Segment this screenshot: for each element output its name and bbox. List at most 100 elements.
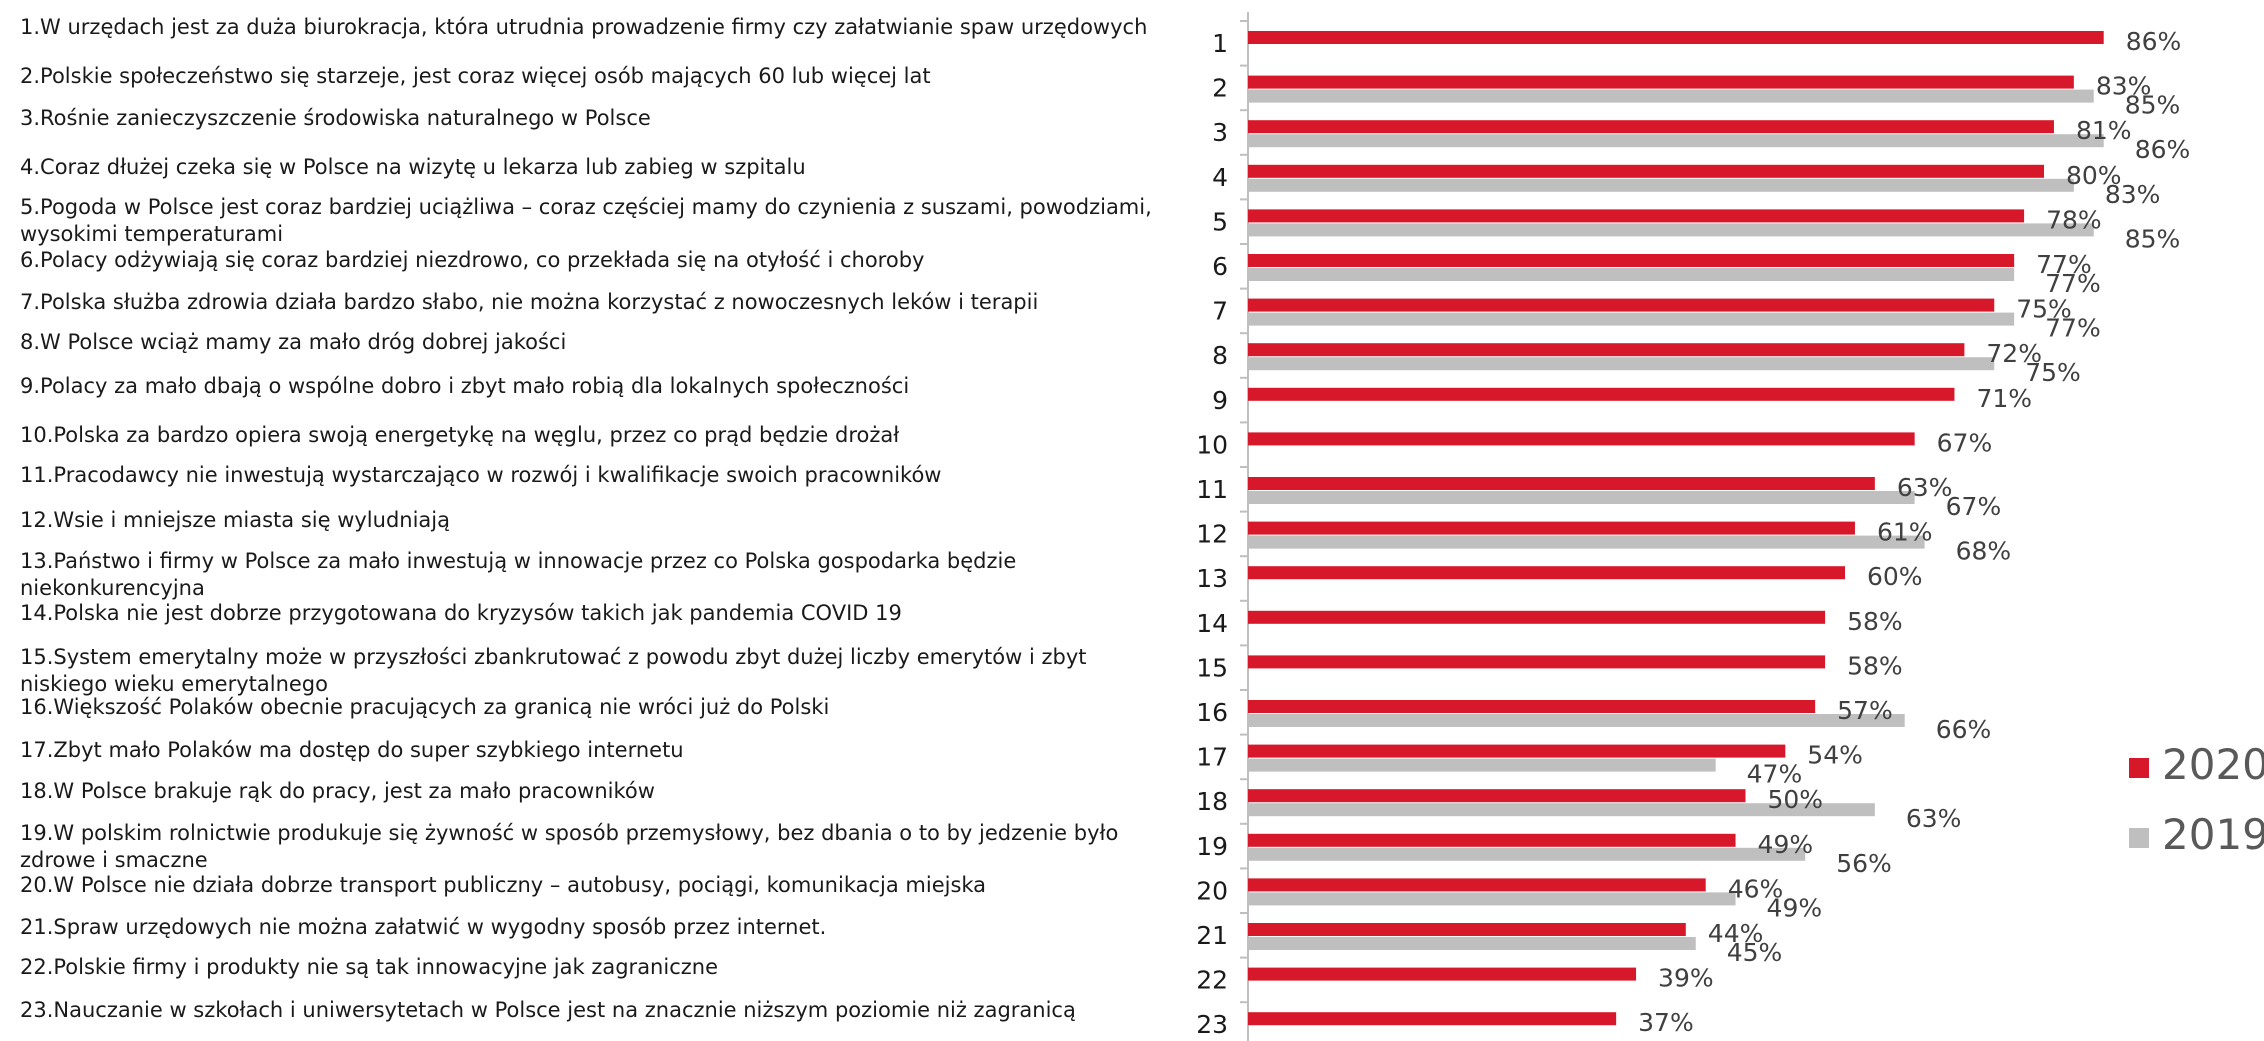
bar-2020-11 — [1248, 477, 1875, 490]
category-label: 21 — [1196, 921, 1228, 950]
statement-12: 12.Wsie i mniejsze miasta się wyludniają — [20, 508, 450, 532]
category-label: 2 — [1212, 74, 1228, 103]
data-label-2019-4: 83% — [2105, 180, 2161, 209]
bar-2019-12 — [1248, 535, 1925, 549]
statement-16: 16.Większość Polaków obecnie pracujących… — [20, 695, 830, 719]
data-labels: 86%83%85%81%86%80%83%78%85%77%77%75%77%7… — [1638, 27, 2190, 1037]
category-label: 4 — [1212, 163, 1228, 192]
data-label-2020-22: 39% — [1658, 964, 1714, 993]
bar-2019-17 — [1248, 758, 1716, 772]
statement-19: 19.W polskim rolnictwie produkuje się ży… — [20, 821, 1119, 872]
bar-2020-16 — [1248, 700, 1816, 713]
category-label: 19 — [1196, 832, 1228, 861]
bar-2020-18 — [1248, 789, 1746, 803]
bar-2020-23 — [1248, 1012, 1617, 1026]
data-label-2020-10: 67% — [1937, 428, 1993, 457]
category-label: 22 — [1196, 966, 1228, 995]
category-label: 23 — [1196, 1010, 1228, 1039]
data-label-2020-8: 72% — [1986, 339, 2042, 368]
legend-label-2019: 2019 — [2162, 810, 2264, 859]
bar-2020-21 — [1248, 923, 1686, 936]
legend: 2020 2019 — [2129, 740, 2264, 859]
data-label-2020-3: 81% — [2076, 116, 2132, 145]
category-label: 15 — [1196, 653, 1228, 682]
bar-2020-7 — [1248, 298, 1995, 312]
bar-2020-3 — [1248, 120, 2054, 134]
statement-17: 17.Zbyt mało Polaków ma dostęp do super … — [20, 738, 684, 762]
data-label-2019-8: 75% — [2025, 358, 2081, 387]
data-label-2020-7: 75% — [2016, 295, 2072, 324]
bar-2020-19 — [1248, 833, 1736, 847]
bar-2020-9 — [1248, 387, 1955, 401]
data-label-2020-12: 61% — [1877, 518, 1933, 547]
data-label-2020-18: 50% — [1768, 785, 1824, 814]
statement-6: 6.Polacy odżywiają się coraz bardziej ni… — [20, 248, 925, 272]
data-label-2019-7: 77% — [2045, 314, 2101, 343]
category-label: 18 — [1196, 787, 1228, 816]
bar-2019-16 — [1248, 714, 1905, 727]
data-label-2019-3: 86% — [2135, 135, 2191, 164]
bar-2020-12 — [1248, 521, 1855, 535]
statement-18: 18.W Polsce brakuje rąk do pracy, jest z… — [20, 779, 655, 803]
data-label-2020-15: 58% — [1847, 651, 1903, 680]
bar-2019-7 — [1248, 312, 2015, 326]
legend-swatch-2020 — [2129, 758, 2149, 778]
data-label-2019-21: 45% — [1727, 938, 1783, 967]
category-label: 5 — [1212, 207, 1228, 236]
bar-2020-14 — [1248, 610, 1826, 624]
data-label-2020-11: 63% — [1897, 473, 1953, 502]
category-label: 20 — [1196, 876, 1228, 905]
statement-23: 23.Nauczanie w szkołach i uniwersytetach… — [20, 998, 1076, 1022]
category-label: 9 — [1212, 386, 1228, 415]
bar-2020-8 — [1248, 343, 1965, 357]
bar-2019-3 — [1248, 134, 2104, 148]
category-label: 12 — [1196, 520, 1228, 549]
bar-2020-22 — [1248, 967, 1637, 981]
data-label-2020-5: 78% — [2046, 205, 2102, 234]
category-label: 17 — [1196, 743, 1228, 772]
category-label: 3 — [1212, 118, 1228, 147]
statement-7: 7.Polska służba zdrowia działa bardzo sł… — [20, 290, 1039, 314]
legend-swatch-2019 — [2129, 828, 2149, 848]
statement-20: 20.W Polsce nie działa dobrze transport … — [20, 873, 987, 897]
statement-9: 9.Polacy za mało dbają o wspólne dobro i… — [20, 374, 910, 398]
statement-3: 3.Rośnie zanieczyszczenie środowiska nat… — [20, 106, 651, 130]
statement-1: 1.W urzędach jest za duża biurokracja, k… — [20, 15, 1148, 39]
data-label-2019-5: 85% — [2125, 224, 2181, 253]
data-label-2019-17: 47% — [1747, 760, 1803, 789]
data-label-2020-2: 83% — [2096, 72, 2152, 101]
bar-2020-13 — [1248, 566, 1845, 580]
data-label-2020-6: 77% — [2036, 250, 2092, 279]
data-label-2020-1: 86% — [2126, 27, 2182, 56]
data-label-2020-21: 44% — [1708, 919, 1764, 948]
bar-2020-1 — [1248, 31, 2104, 44]
category-label: 8 — [1212, 341, 1228, 370]
bar-2019-11 — [1248, 491, 1915, 504]
bar-2020-10 — [1248, 432, 1915, 446]
category-label: 14 — [1196, 609, 1228, 638]
statement-22: 22.Polskie firmy i produkty nie są tak i… — [20, 955, 719, 979]
statement-21: 21.Spraw urzędowych nie można załatwić w… — [20, 915, 827, 939]
bar-2019-19 — [1248, 847, 1806, 861]
data-label-2020-16: 57% — [1837, 696, 1893, 725]
bar-2020-17 — [1248, 744, 1786, 758]
category-label: 13 — [1196, 564, 1228, 593]
data-label-2019-16: 66% — [1936, 715, 1992, 744]
bar-2019-4 — [1248, 178, 2074, 192]
data-label-2019-19: 56% — [1836, 849, 1892, 878]
bars — [1248, 31, 2104, 1026]
statement-15: 15.System emerytalny może w przyszłości … — [20, 645, 1087, 696]
legend-label-2020: 2020 — [2162, 740, 2264, 789]
data-label-2020-4: 80% — [2066, 161, 2122, 190]
data-label-2019-2: 85% — [2125, 91, 2181, 120]
data-label-2020-13: 60% — [1867, 562, 1923, 591]
bar-2019-21 — [1248, 937, 1696, 950]
bar-2020-20 — [1248, 878, 1706, 892]
statement-4: 4.Coraz dłużej czeka się w Polsce na wiz… — [20, 155, 806, 179]
bar-2020-6 — [1248, 254, 2015, 267]
bar-2020-2 — [1248, 75, 2074, 89]
data-label-2019-6: 77% — [2045, 269, 2101, 298]
data-label-2020-20: 46% — [1728, 874, 1784, 903]
statement-14: 14.Polska nie jest dobrze przygotowana d… — [20, 601, 902, 625]
